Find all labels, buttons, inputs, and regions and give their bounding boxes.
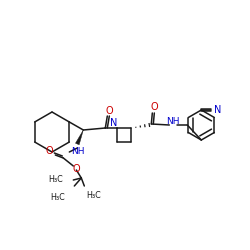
Text: NH: NH [166, 116, 180, 126]
Text: H₃C: H₃C [48, 176, 63, 184]
Polygon shape [76, 130, 83, 145]
Text: O: O [72, 164, 80, 174]
Text: O: O [150, 102, 158, 112]
Text: H₃C: H₃C [50, 192, 65, 202]
Text: N: N [214, 105, 221, 115]
Text: O: O [46, 146, 53, 156]
Text: NH: NH [72, 146, 85, 156]
Text: O: O [106, 106, 113, 116]
Text: H₃C: H₃C [86, 190, 101, 200]
Text: N: N [110, 118, 117, 128]
